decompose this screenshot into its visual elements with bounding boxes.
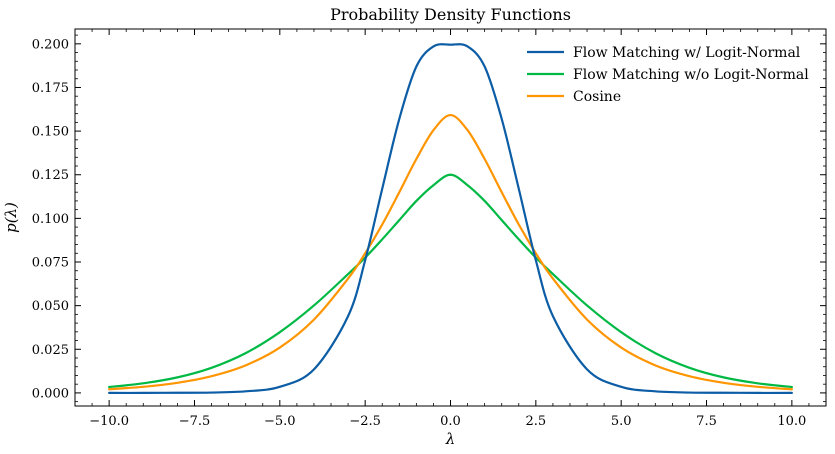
y-tick-label: 0.150: [32, 125, 69, 140]
series-line-flow-matching-w-logit-normal: [108, 43, 793, 395]
y-tick-label: 0.125: [32, 168, 69, 183]
x-tick-label: 0.0: [440, 414, 461, 429]
y-tick-label: 0.175: [32, 81, 69, 96]
y-axis-label: p(λ): [2, 202, 20, 233]
legend: Flow Matching w/ Logit-Normal Flow Matchi…: [527, 45, 809, 105]
ticks-group: −10.0 −7.5 −5.0 −2.5 0.0 2.5 5.0 7.5 10.0 0.000 0.…: [32, 29, 827, 429]
x-tick-label: 2.5: [525, 414, 546, 429]
x-tick-label: 10.0: [777, 414, 806, 429]
legend-label-flow-matching-w-logit-normal: Flow Matching w/ Logit-Normal: [573, 45, 801, 61]
series-group: [108, 43, 793, 395]
x-tick-label: −7.5: [179, 414, 211, 429]
y-tick-label: 0.000: [32, 386, 69, 401]
plot-frame: [74, 28, 827, 407]
series-line-cosine: [108, 113, 793, 391]
y-tick-label: 0.100: [32, 212, 69, 227]
series-line-flow-matching-w-o-logit-normal: [108, 173, 793, 389]
x-tick-label: −2.5: [349, 414, 381, 429]
y-tick-label: 0.075: [32, 256, 69, 271]
y-tick-label: 0.050: [32, 299, 69, 314]
x-axis-label: λ: [445, 430, 456, 448]
legend-label-flow-matching-w-o-logit-normal: Flow Matching w/o Logit-Normal: [573, 67, 809, 83]
x-tick-label: −5.0: [264, 414, 296, 429]
x-tick-label: 5.0: [611, 414, 632, 429]
y-tick-label: 0.200: [32, 37, 69, 52]
chart-title: Probability Density Functions: [330, 5, 571, 24]
x-tick-label: 7.5: [696, 414, 717, 429]
y-tick-label: 0.025: [32, 343, 69, 358]
legend-label-cosine: Cosine: [573, 89, 621, 105]
x-tick-label: −10.0: [89, 414, 129, 429]
